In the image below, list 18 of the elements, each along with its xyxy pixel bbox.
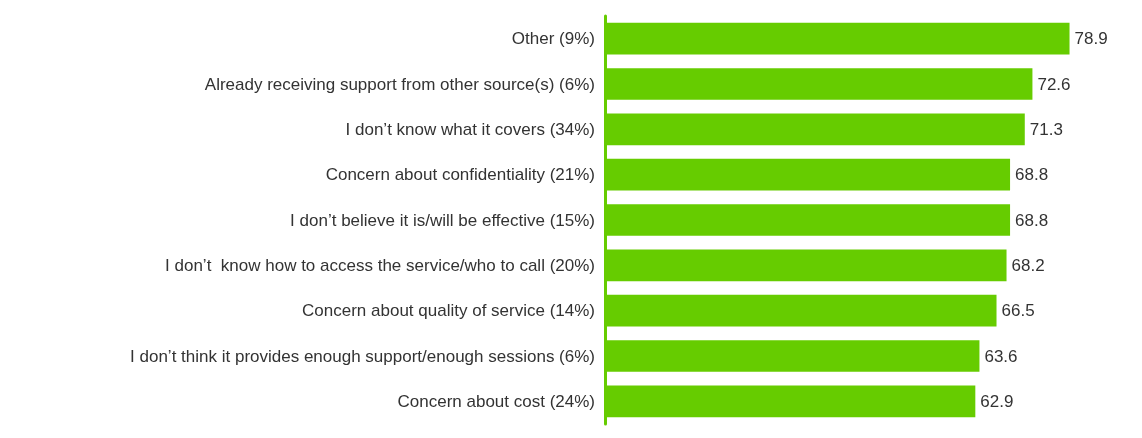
data-label: 62.9 bbox=[980, 391, 1014, 411]
y-tick-label: I don’t believe it is/will be effective (15%) bbox=[290, 210, 595, 230]
data-label: 68.8 bbox=[1015, 165, 1049, 185]
data-label: 72.6 bbox=[1037, 74, 1071, 94]
data-label: 66.5 bbox=[1001, 301, 1035, 321]
data-label: 68.8 bbox=[1015, 210, 1049, 230]
y-tick-label: Concern about confidentiality (21%) bbox=[325, 165, 595, 185]
y-tick-label: I don’t know what it covers (34%) bbox=[345, 119, 595, 139]
y-tick-label: Concern about cost (24%) bbox=[397, 391, 595, 411]
data-label: 71.3 bbox=[1029, 119, 1063, 139]
y-tick-label: Other (9%) bbox=[511, 29, 595, 49]
y-tick-label: I don’t know how to access the service/who to call (20%) bbox=[165, 255, 595, 275]
y-tick-label: Already receiving support from other source(s) (6%) bbox=[204, 74, 595, 94]
data-label: 63.6 bbox=[984, 346, 1018, 366]
data-label: 78.9 bbox=[1074, 29, 1108, 49]
y-tick-label: Concern about quality of service (14%) bbox=[302, 301, 595, 321]
y-tick-label: I don’t think it provides enough support/enough sessions (6%) bbox=[130, 346, 595, 366]
data-label: 68.2 bbox=[1011, 255, 1045, 275]
